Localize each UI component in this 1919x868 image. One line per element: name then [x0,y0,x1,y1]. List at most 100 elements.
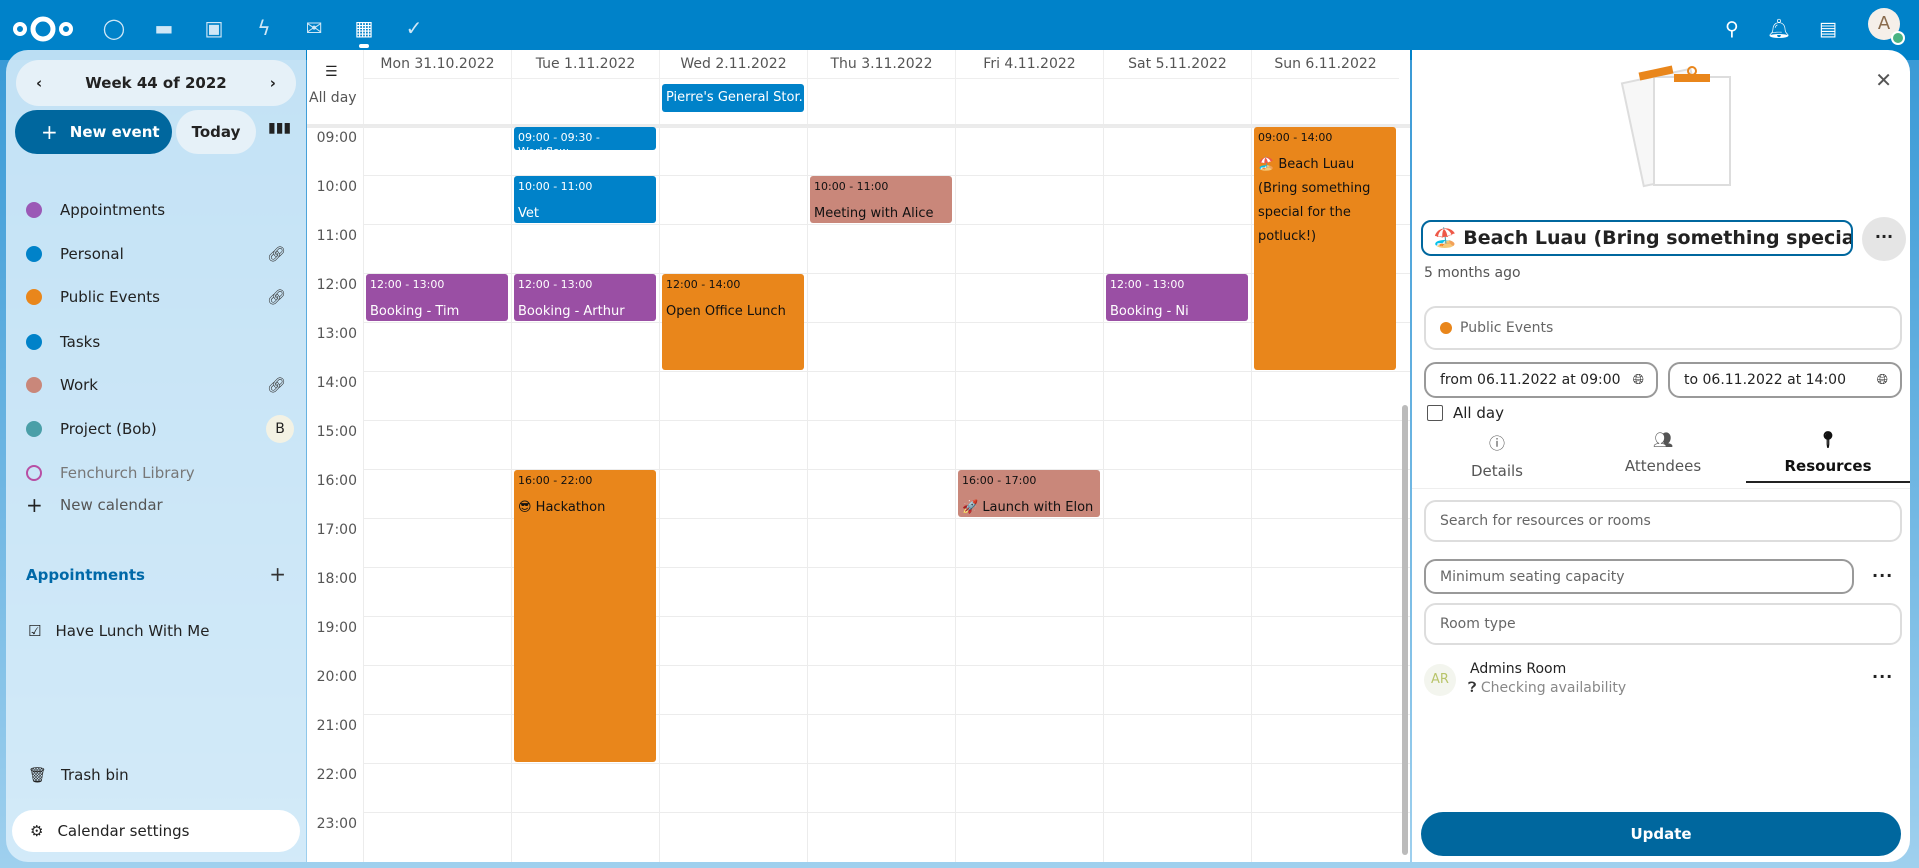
calendar-event[interactable]: 12:00 - 13:00 Booking - Ni (Knights [1106,274,1248,321]
share-link-icon[interactable]: 🔗︎ [266,288,286,306]
event-title: Open Office Lunch [666,304,786,319]
close-icon[interactable]: ✕ [1875,68,1892,92]
scrollbar[interactable] [1402,405,1408,855]
calendar-icon[interactable]: ▦ [350,14,378,48]
calendar-color-dot[interactable] [26,465,42,481]
capacity-input[interactable]: Minimum seating capacity [1424,559,1854,594]
calendar-item[interactable]: Public Events 🔗︎ [26,282,296,312]
toggle-sidebar-icon[interactable]: ☰ [325,64,338,80]
globe-icon[interactable]: 🌐︎ [1876,372,1888,388]
allday-cell[interactable] [1103,78,1251,124]
calendar-color-dot[interactable] [26,421,42,437]
view-columns-icon[interactable]: ▮▮▮ [268,120,292,136]
hour-label: 23:00 [316,816,357,832]
calendar-event[interactable]: 16:00 - 17:00 🚀 Launch with Elon [958,470,1100,517]
calendar-color-dot[interactable] [26,377,42,393]
allday-checkbox-label: All day [1453,404,1504,422]
nextcloud-logo[interactable] [12,14,74,44]
event-time: 10:00 - 11:00 [814,180,889,193]
calendar-event[interactable]: 16:00 - 22:00 😎 Hackathon [514,470,656,762]
calendar-event[interactable]: 12:00 - 13:00 Booking - Tim (Wizard) [366,274,508,321]
calendar-item[interactable]: Tasks [26,327,296,357]
day-header[interactable]: Thu 3.11.2022 [807,50,955,78]
appointments-section: Appointments + [26,562,286,586]
next-week-button[interactable]: › [269,74,276,92]
dashboard-icon[interactable]: ◯ [102,16,126,40]
photos-icon[interactable]: ▣ [204,16,224,40]
share-link-icon[interactable]: 🔗︎ [266,376,286,394]
allday-event[interactable]: Pierre's General Stor... [662,84,804,112]
tasks-icon[interactable]: ✓ [405,16,423,40]
week-label[interactable]: Week 44 of 2022 [85,74,227,92]
calendar-color-dot[interactable] [26,289,42,305]
calendar-color-dot[interactable] [26,334,42,350]
allday-cell[interactable] [659,78,807,124]
day-header[interactable]: Wed 2.11.2022 [659,50,807,78]
new-calendar-button[interactable]: + New calendar [26,490,296,520]
start-datetime-input[interactable]: from 06.11.2022 at 09:00 🌐︎ [1424,362,1658,398]
resource-options-button[interactable]: ··· [1872,667,1894,686]
today-button[interactable]: Today [176,110,256,154]
end-datetime-input[interactable]: to 06.11.2022 at 14:00 🌐︎ [1668,362,1902,398]
calendar-item[interactable]: Personal 🔗︎ [26,239,296,269]
capacity-options-button[interactable]: ··· [1872,566,1894,585]
day-header[interactable]: Fri 4.11.2022 [955,50,1103,78]
share-link-icon[interactable]: 🔗︎ [266,245,286,263]
activity-icon[interactable]: ϟ [257,16,271,40]
calendar-event[interactable]: 09:00 - 14:00 🏖️ Beach Luau (Bring someth… [1254,127,1396,370]
day-header[interactable]: Sat 5.11.2022 [1103,50,1251,78]
allday-cell[interactable] [955,78,1103,124]
calendar-event[interactable]: 10:00 - 11:00 Meeting with Alice [810,176,952,223]
search-icon[interactable]: ⚲ [1725,18,1739,40]
hour-label: 10:00 [316,179,357,195]
allday-cell[interactable] [807,78,955,124]
notifications-icon[interactable]: 🔔︎ [1766,18,1792,40]
day-header[interactable]: Tue 1.11.2022 [511,50,659,78]
calendar-event[interactable]: 12:00 - 14:00 Open Office Lunch [662,274,804,370]
calendar-settings-button[interactable]: ⚙ Calendar settings [12,810,300,852]
previous-week-button[interactable]: ‹ [36,74,43,92]
to-value: to 06.11.2022 at 14:00 [1684,372,1846,388]
files-icon[interactable]: ▬ [154,16,174,40]
day-header[interactable]: Mon 31.10.2022 [363,50,511,78]
checkbox-box[interactable] [1427,405,1443,421]
mail-icon[interactable]: ✉ [305,16,323,40]
event-sidebar: ✕ 🏖️ Beach Luau (Bring something special… [1412,50,1910,862]
calendar-item[interactable]: Fenchurch Library [26,458,296,488]
hour-line [363,469,1410,470]
calendar-item[interactable]: Appointments [26,195,296,225]
tab-attendees[interactable]: 👥︎ Attendees [1580,430,1746,475]
calendar-event[interactable]: 12:00 - 13:00 Booking - Arthur Dent [514,274,656,321]
calendar-name: Personal [60,245,124,263]
calendar-item[interactable]: Work 🔗︎ [26,370,296,400]
room-type-input[interactable]: Room type [1424,603,1902,645]
globe-icon[interactable]: 🌐︎ [1632,372,1644,388]
contacts-icon[interactable]: ▤ [1819,18,1837,40]
event-title-input[interactable]: 🏖️ Beach Luau (Bring something special f… [1421,220,1853,256]
hour-line [363,616,1410,617]
appointment-item[interactable]: ☑ Have Lunch With Me [28,622,209,640]
day-header[interactable]: Sun 6.11.2022 [1251,50,1399,78]
allday-cell[interactable] [363,78,511,124]
resource-status: ❓︎ Checking availability [1468,680,1626,696]
calendar-event[interactable]: 09:00 - 09:30 - Workflow [514,127,656,150]
tab-resources[interactable]: 📍︎ Resources [1746,430,1910,483]
calendar-picker[interactable]: Public Events [1424,306,1902,350]
hour-label: 13:00 [316,326,357,342]
update-button[interactable]: Update [1421,812,1901,856]
trash-bin-button[interactable]: 🗑︎ Trash bin [28,766,129,784]
hour-line [363,714,1410,715]
calendar-color-dot[interactable] [26,246,42,262]
add-appointment-icon[interactable]: + [269,562,286,586]
more-actions-button[interactable]: ··· [1862,217,1906,261]
allday-cell[interactable] [1251,78,1399,124]
resource-search-input[interactable]: Search for resources or rooms [1424,500,1902,542]
tab-details[interactable]: ⓘ Details [1414,430,1580,480]
allday-cell[interactable] [511,78,659,124]
calendar-event[interactable]: 10:00 - 11:00 Vet [514,176,656,223]
calendar-color-dot[interactable] [26,202,42,218]
calendar-item[interactable]: Project (Bob) B [26,414,296,444]
user-avatar[interactable]: A [1868,8,1905,45]
new-event-button[interactable]: + New event [15,110,172,154]
allday-checkbox[interactable]: All day [1427,404,1504,422]
